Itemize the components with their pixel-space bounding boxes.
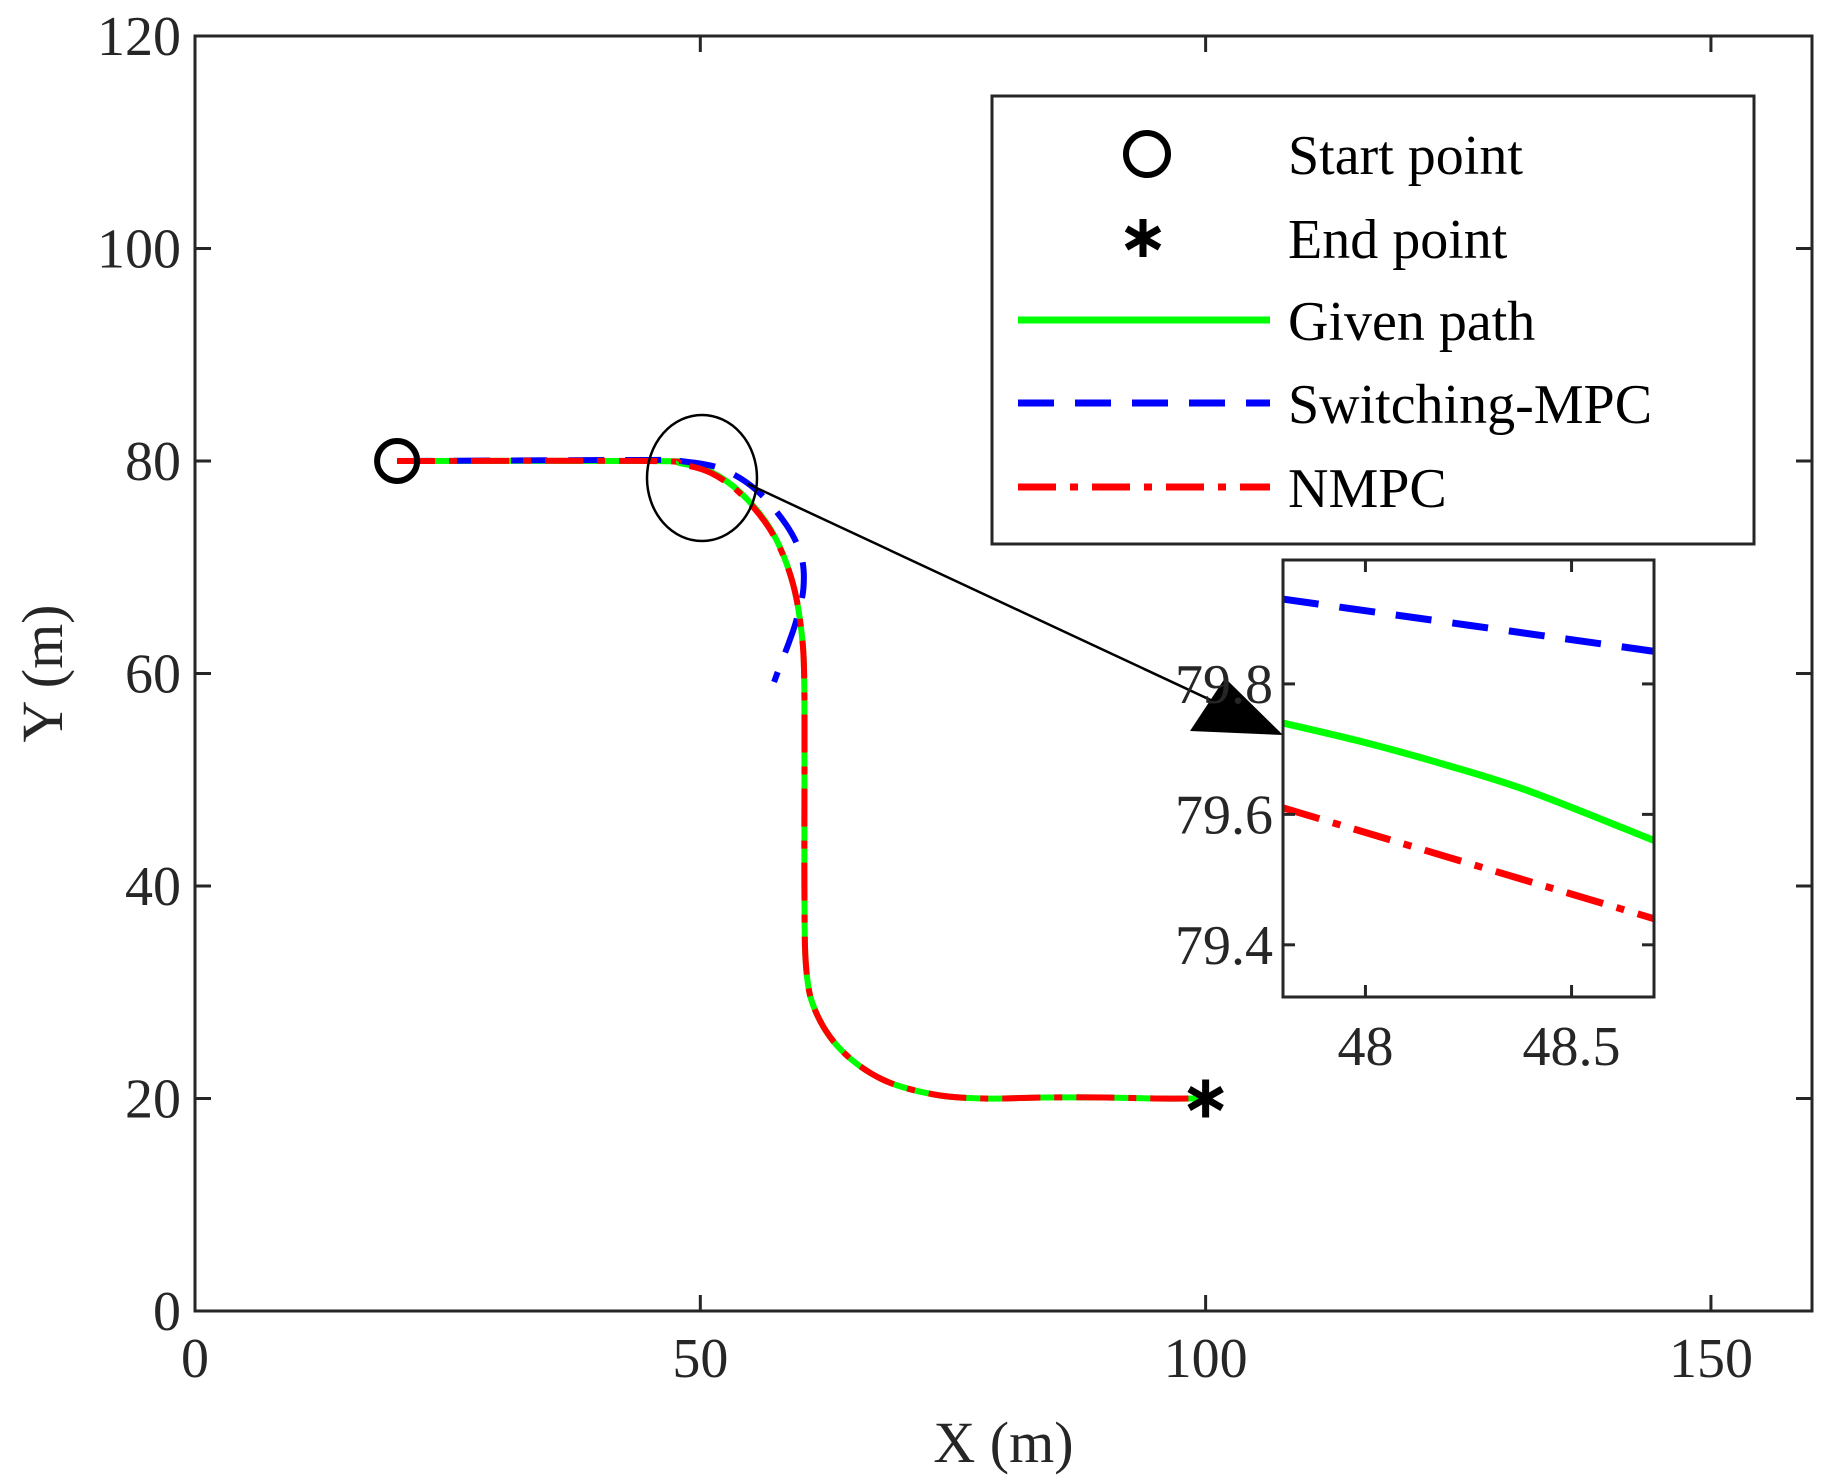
inset-series-line-given-path [1283, 719, 1654, 844]
inset-series-group [1283, 595, 1654, 923]
inset-series-line-switching-mpc [1283, 595, 1654, 655]
zoom-annotation [645, 413, 1283, 735]
y-tick-label: 60 [125, 644, 181, 706]
legend-end-point-marker [1124, 219, 1162, 257]
inset-axes-frame [1281, 558, 1656, 999]
zoom-region-ellipse [645, 413, 759, 543]
end-point-marker [1187, 1079, 1224, 1118]
y-tick-label: 100 [97, 219, 181, 281]
y-tick-label: 40 [125, 856, 181, 918]
asterisk-stroke [1124, 225, 1162, 251]
legend-label-nmpc: NMPC [1288, 458, 1447, 520]
main-series-group [397, 456, 1206, 1102]
inset-tick-group: 48 48.5 79.4 79.6 79.8 [1175, 560, 1654, 1078]
asterisk-stroke [1187, 1085, 1224, 1112]
y-tick-label: 80 [125, 431, 181, 493]
zoom-arrow-line [747, 482, 1263, 726]
x-tick-label: 50 [672, 1328, 728, 1390]
inset-y-tick-label: 79.6 [1175, 784, 1273, 846]
y-axis-label: Y (m) [10, 605, 75, 743]
series-line-switching-mpc [397, 456, 807, 684]
inset-x-tick-label: 48 [1337, 1016, 1393, 1078]
main-plot: 0 50 100 150 0 20 40 60 80 100 120 X (m) Y (m) [10, 6, 1814, 1475]
inset-plot: 48 48.5 79.4 79.6 79.8 [1175, 558, 1656, 1078]
zoom-arrowhead [1190, 678, 1283, 735]
series-line-given-path [397, 457, 1206, 1102]
inset-background [1283, 560, 1654, 997]
legend-label-end-point: End point [1288, 209, 1508, 271]
legend-label-switching-mpc: Switching-MPC [1288, 374, 1652, 436]
legend: Start point End point Given path Switchi… [990, 94, 1756, 546]
main-marker-group [374, 438, 1224, 1118]
x-tick-label: 150 [1669, 1328, 1753, 1390]
legend-asterisk-glyph [1124, 219, 1162, 257]
y-tick-label: 0 [153, 1281, 181, 1343]
legend-label-given-path: Given path [1288, 291, 1535, 353]
x-tick-label: 0 [181, 1328, 209, 1390]
x-axis-label: X (m) [933, 1410, 1073, 1475]
series-line-nmpc [397, 457, 1206, 1102]
start-point-marker [374, 438, 421, 484]
inset-y-tick-label: 79.4 [1175, 915, 1273, 977]
inset-y-tick-label: 79.8 [1175, 654, 1273, 716]
legend-start-point-marker [1123, 130, 1171, 178]
x-tick-label: 100 [1164, 1328, 1248, 1390]
main-tick-group: 0 50 100 150 0 20 40 60 80 100 120 [97, 6, 1812, 1390]
inset-x-tick-label: 48.5 [1523, 1016, 1621, 1078]
y-tick-label: 120 [97, 6, 181, 68]
inset-series-line-nmpc [1283, 804, 1654, 923]
y-tick-label: 20 [125, 1069, 181, 1131]
legend-label-start-point: Start point [1288, 125, 1523, 187]
